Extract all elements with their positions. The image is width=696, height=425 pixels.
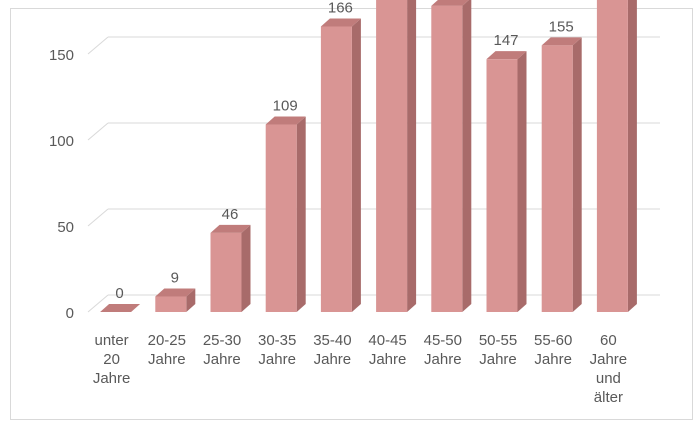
x-tick-label: 60 Jahre und älter	[590, 332, 628, 406]
bar-front	[376, 0, 408, 312]
bar-side	[296, 116, 306, 313]
gridline-depth	[87, 294, 109, 313]
data-label: 109	[273, 98, 298, 115]
bar-side	[351, 18, 361, 312]
y-tick-label: 100	[49, 133, 74, 150]
x-tick-label: 40-45 Jahre	[368, 332, 406, 368]
y-tick-label: 150	[49, 47, 74, 64]
data-label: 155	[549, 18, 574, 35]
y-tick-label: 50	[57, 219, 74, 236]
bar-top	[265, 116, 306, 125]
bar-front	[596, 0, 628, 312]
data-label: 9	[171, 270, 179, 287]
x-tick-label: 30-35 Jahre	[258, 332, 296, 368]
gridline-depth	[87, 122, 109, 141]
bar	[155, 288, 196, 312]
data-labels: 0946109166195178147155257	[115, 0, 574, 302]
bar-top	[431, 0, 469, 6]
bar	[486, 51, 527, 312]
bar-front	[155, 296, 187, 312]
x-tick-label: 25-30 Jahre	[203, 332, 241, 368]
bar-side	[241, 224, 251, 312]
bar	[265, 116, 306, 313]
bar-side	[572, 37, 582, 313]
x-tick-label: 20-25 Jahre	[148, 332, 186, 368]
gridline-depth	[87, 36, 109, 55]
chart-frame	[10, 8, 693, 420]
x-tick-label: 35-40 Jahre	[313, 332, 351, 368]
bar-front	[486, 59, 518, 312]
x-axis-tick-labels: unter 20 Jahre 20-25 Jahre 25-30 Jahre 30-35 Jah…	[93, 332, 627, 406]
bar-front	[210, 232, 242, 312]
x-tick-label: 55-60 Jahre	[534, 332, 572, 368]
bar	[100, 304, 141, 312]
bar-top	[486, 51, 527, 60]
bar-top	[320, 18, 361, 27]
bars	[100, 0, 637, 313]
bar-top	[541, 37, 582, 46]
bar-top	[210, 224, 251, 233]
data-label: 46	[222, 206, 239, 223]
bar-top	[100, 304, 141, 312]
bar	[431, 0, 472, 313]
bar	[596, 0, 637, 312]
bar-front	[265, 124, 297, 313]
bar-front	[541, 45, 573, 313]
bar-front	[431, 5, 463, 313]
bar-front	[320, 26, 352, 312]
y-tick-label: 0	[66, 305, 74, 322]
x-tick-label: 50-55 Jahre	[479, 332, 517, 368]
y-axis-tick-labels: 050100150200250300	[49, 47, 74, 322]
data-label: 0	[115, 285, 123, 302]
x-tick-label: 45-50 Jahre	[424, 332, 462, 368]
data-label: 166	[328, 0, 353, 16]
gridline-depth	[87, 208, 109, 227]
bar-side	[627, 0, 637, 312]
bar-top	[155, 288, 196, 297]
bar	[376, 0, 417, 312]
x-tick-label: unter 20 Jahre	[93, 332, 131, 387]
bar-side	[186, 288, 196, 312]
bar-side	[462, 0, 472, 312]
data-label: 147	[493, 32, 518, 49]
bar	[210, 224, 251, 312]
bar-side	[407, 0, 417, 312]
bar	[320, 18, 361, 312]
bar-side	[517, 51, 527, 312]
bar	[541, 37, 582, 313]
